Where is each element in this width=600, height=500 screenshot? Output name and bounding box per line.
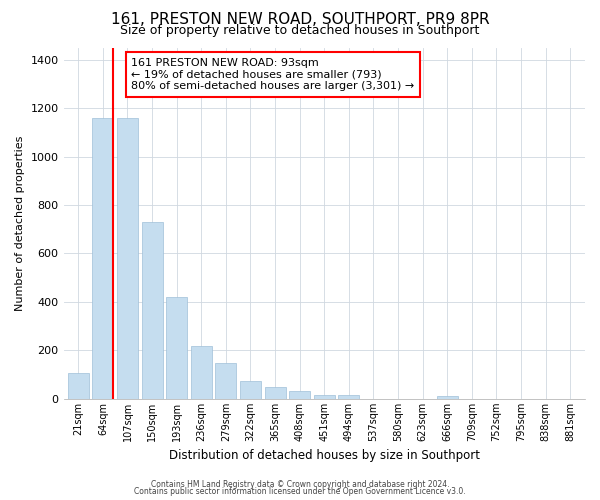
Bar (265, 387, 286, 399)
Bar (437, 396, 458, 399)
Text: Contains public sector information licensed under the Open Government Licence v3: Contains public sector information licen… (134, 487, 466, 496)
Bar (142, 222, 163, 399)
Text: 161, PRESTON NEW ROAD, SOUTHPORT, PR9 8PR: 161, PRESTON NEW ROAD, SOUTHPORT, PR9 8P… (110, 12, 490, 28)
Bar (314, 394, 335, 399)
Text: Size of property relative to detached houses in Southport: Size of property relative to detached ho… (121, 24, 479, 37)
Text: 161 PRESTON NEW ROAD: 93sqm
← 19% of detached houses are smaller (793)
80% of se: 161 PRESTON NEW ROAD: 93sqm ← 19% of det… (131, 58, 415, 91)
Bar (215, 362, 236, 399)
Bar (240, 380, 261, 399)
Bar (166, 297, 187, 399)
Bar (338, 396, 359, 399)
Y-axis label: Number of detached properties: Number of detached properties (15, 136, 25, 311)
X-axis label: Distribution of detached houses by size in Southport: Distribution of detached houses by size … (169, 450, 480, 462)
Bar (68, 373, 89, 399)
Bar (117, 118, 138, 399)
Bar (92, 118, 113, 399)
Bar (191, 346, 212, 399)
Bar (289, 391, 310, 399)
Text: Contains HM Land Registry data © Crown copyright and database right 2024.: Contains HM Land Registry data © Crown c… (151, 480, 449, 489)
